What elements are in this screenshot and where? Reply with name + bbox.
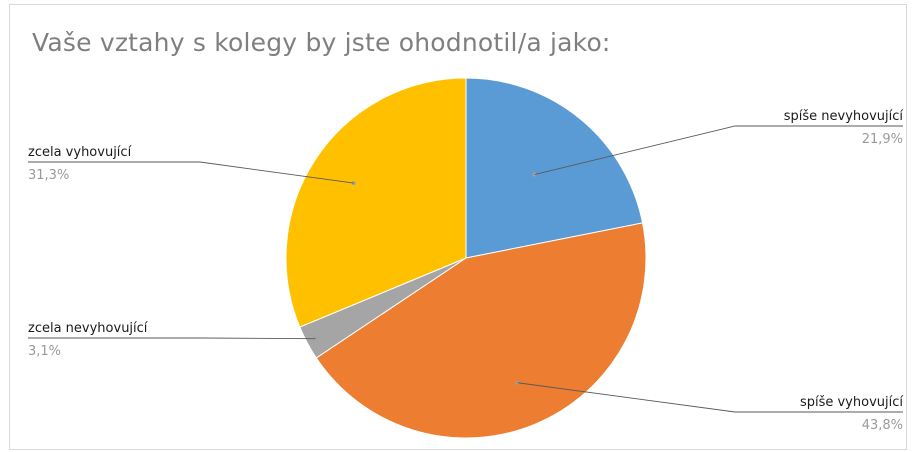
leader-line-3 bbox=[28, 161, 354, 184]
pie-slice-3 bbox=[285, 77, 467, 328]
slice-label-3: zcela vyhovující bbox=[28, 145, 132, 160]
leader-line-1 bbox=[517, 382, 903, 413]
slice-label-2: zcela nevyhovující bbox=[28, 321, 148, 336]
data-labels: spíše nevyhovující 21,9% spíše vyhovující 4… bbox=[28, 109, 903, 433]
leader-line-0 bbox=[534, 125, 903, 175]
slice-value-3: 31,3% bbox=[28, 168, 69, 183]
slice-label-0: spíše nevyhovující bbox=[784, 109, 904, 124]
pie-slices bbox=[285, 77, 647, 439]
leader-line-2 bbox=[28, 337, 316, 340]
pie-slice-1 bbox=[315, 222, 647, 439]
leader-lines bbox=[28, 125, 903, 413]
slice-label-1: spíše vyhovující bbox=[800, 395, 903, 410]
slice-value-2: 3,1% bbox=[28, 344, 61, 359]
pie-slice-0 bbox=[465, 77, 644, 259]
slice-value-1: 43,8% bbox=[862, 418, 903, 433]
slice-value-0: 21,9% bbox=[862, 132, 903, 147]
chart-title: Vaše vztahy s kolegy by jste ohodnotil/a… bbox=[32, 28, 611, 57]
